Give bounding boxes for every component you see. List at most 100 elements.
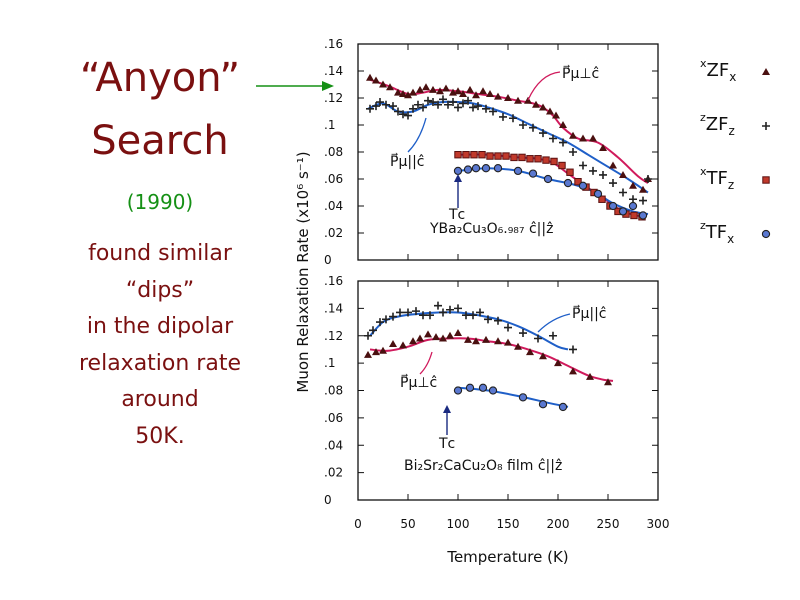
data-point-zZFz: [559, 138, 567, 147]
data-point-xZFx: [454, 329, 462, 337]
data-point-xZFx: [399, 89, 407, 97]
y-tick-label: .1: [324, 118, 335, 132]
legend-label: zTFx: [700, 219, 734, 246]
data-point-xZFx: [494, 337, 502, 345]
data-point-xZFx: [416, 85, 424, 93]
x-tick-label: 200: [547, 517, 570, 531]
data-point-zTFx: [543, 174, 553, 184]
data-point-zZFz: [419, 103, 427, 112]
legend-label: xTFz: [700, 165, 734, 192]
y-tick-label: .16: [324, 37, 343, 51]
data-point-xZFx: [479, 87, 487, 95]
data-point-zZFz: [469, 103, 477, 112]
data-point-zZFz: [509, 114, 517, 123]
y-tick-label: .04: [324, 438, 343, 452]
y-tick-label: .06: [324, 411, 343, 425]
tc-label: Tᴄ: [438, 436, 455, 452]
data-point-zTFx: [513, 166, 523, 176]
body-line: in the dipolar: [86, 314, 234, 339]
data-point-xZFx: [629, 181, 637, 189]
data-point-xZFx: [609, 161, 617, 169]
label-par-pointer: [407, 117, 427, 153]
label-perp: P⃗μ⊥ĉ: [400, 373, 437, 391]
x-tick-label: 50: [400, 517, 415, 531]
data-point-xZFx: [486, 89, 494, 97]
data-point-zZFz: [419, 311, 427, 320]
data-point-xZFx: [446, 331, 454, 339]
data-point-zZFz: [589, 166, 597, 175]
data-point-zZFz: [424, 96, 432, 105]
y-tick-label: .02: [324, 226, 343, 240]
data-point-zTFx: [538, 400, 548, 409]
data-point-zZFz: [519, 121, 527, 129]
data-point-zZFz: [494, 316, 502, 325]
data-point-zTFx: [558, 402, 568, 412]
data-point-xZFx: [482, 335, 490, 343]
data-point-xZFx: [464, 335, 472, 343]
data-point-zTFx: [471, 164, 481, 173]
data-point-zZFz: [474, 102, 482, 111]
data-point-xZFx: [546, 107, 554, 115]
data-point-xZFx: [409, 337, 417, 345]
data-point-zZFz: [539, 129, 547, 138]
data-point-xTFz: [454, 151, 462, 159]
data-point-zZFz: [454, 304, 462, 313]
slide-body: found similar “dips” in the dipolar rela…: [60, 236, 260, 455]
x-axis-label: Temperature (K): [446, 548, 568, 566]
legend-marker-triangle: [762, 68, 770, 75]
body-line: “dips”: [125, 277, 195, 303]
legend: xZFx zZFz xTFz zTFx: [700, 57, 771, 246]
data-point-xTFz: [494, 152, 502, 160]
data-point-zZFz: [504, 323, 512, 332]
y-tick-label: .02: [324, 466, 343, 480]
data-point-xZFx: [604, 378, 612, 386]
data-point-xZFx: [514, 342, 522, 350]
legend-marker-square: [762, 176, 770, 184]
data-point-zZFz: [369, 326, 377, 335]
data-point-xZFx: [424, 330, 432, 338]
slide-year: (1990): [126, 190, 194, 214]
data-point-xZFx: [552, 111, 560, 119]
data-point-xZFx: [404, 91, 412, 99]
data-point-xZFx: [504, 338, 512, 346]
slide-title-line1: “Anyon”: [79, 55, 241, 101]
data-point-zTFx: [463, 165, 473, 174]
data-point-xTFz: [598, 195, 606, 203]
data-point-xZFx: [379, 80, 387, 88]
data-point-xZFx: [372, 76, 380, 84]
y-tick-label: 0: [324, 253, 332, 267]
data-point-xZFx: [559, 121, 567, 128]
data-point-xZFx: [432, 333, 440, 341]
data-point-xZFx: [524, 96, 532, 104]
data-point-zTFx: [453, 386, 463, 395]
compound-annotation: YBa₂Cu₃O₆.₉₈₇ ĉ||ẑ: [429, 221, 553, 237]
x-tick-label: 250: [597, 517, 620, 531]
data-point-xZFx: [639, 185, 647, 193]
data-point-zZFz: [446, 305, 454, 314]
data-point-zZFz: [409, 104, 417, 113]
x-tick-label: 150: [497, 517, 520, 531]
slide-title-line2: Search: [91, 118, 229, 164]
data-point-zZFz: [569, 345, 577, 354]
data-point-zZFz: [639, 196, 647, 205]
data-point-zZFz: [484, 315, 492, 324]
data-point-zZFz: [619, 188, 627, 197]
data-point-xZFx: [379, 346, 387, 354]
data-point-xZFx: [409, 88, 417, 96]
data-point-zZFz: [429, 98, 437, 107]
label-perp-pointer: [527, 71, 561, 101]
data-point-xTFz: [534, 155, 542, 163]
data-point-zZFz: [534, 334, 542, 343]
data-point-xZFx: [429, 85, 437, 93]
data-point-zZFz: [459, 99, 467, 108]
y-tick-label: .12: [324, 329, 343, 343]
data-point-zZFz: [489, 107, 497, 116]
data-point-xZFx: [494, 92, 502, 100]
data-point-zZFz: [462, 311, 470, 320]
x-tick-label: 300: [647, 517, 670, 531]
data-point-zZFz: [469, 311, 477, 320]
data-point-xTFz: [542, 156, 550, 164]
data-point-zZFz: [529, 123, 537, 132]
data-point-xTFz: [478, 151, 486, 159]
